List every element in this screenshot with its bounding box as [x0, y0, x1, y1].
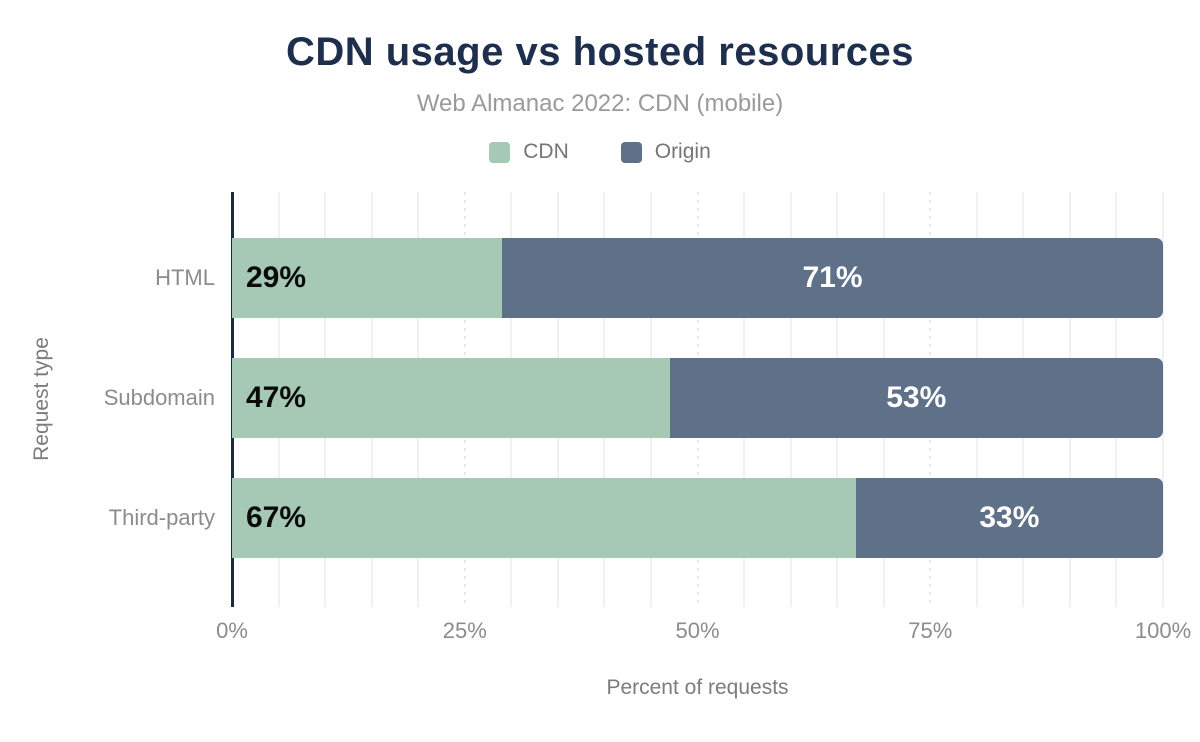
- bar-segment-cdn-html[interactable]: [232, 238, 502, 318]
- value-label: 71%: [802, 261, 863, 294]
- value-label: 47%: [246, 381, 307, 414]
- x-tick-100: 100%: [1134, 618, 1192, 643]
- value-label: 33%: [979, 501, 1040, 534]
- bar-segment-origin-html[interactable]: [501, 238, 1163, 318]
- x-tick-0: 0%: [216, 618, 248, 643]
- chart-subtitle: Web Almanac 2022: CDN (mobile): [416, 90, 784, 117]
- value-label: 53%: [886, 381, 947, 414]
- value-label: 67%: [246, 501, 307, 534]
- legend-item-origin[interactable]: Origin: [620, 140, 711, 164]
- y-axis-title: Request type: [30, 337, 53, 461]
- x-tick-75: 75%: [908, 618, 953, 643]
- category-label-html: HTML: [155, 265, 215, 290]
- bar-segment-origin-third-party[interactable]: [855, 478, 1163, 558]
- value-label: 29%: [246, 261, 307, 294]
- bar-segment-cdn-third-party[interactable]: [232, 478, 856, 558]
- category-label-third-party: Third-party: [108, 505, 215, 530]
- category-label-subdomain: Subdomain: [103, 385, 215, 410]
- legend-swatch-icon: [620, 141, 642, 163]
- legend: CDN Origin: [0, 140, 1200, 164]
- legend-label: Origin: [654, 140, 711, 163]
- plot-area: 29% 71% 47% 53% 67% 33%: [231, 192, 1164, 607]
- bar-segment-origin-subdomain[interactable]: [669, 358, 1163, 438]
- x-tick-25: 25%: [442, 618, 487, 643]
- bar-row-html: 29% 71%: [232, 238, 1163, 318]
- gridline-100: [1162, 192, 1164, 607]
- bar-segment-cdn-subdomain[interactable]: [232, 358, 670, 438]
- bar-row-subdomain: 47% 53%: [232, 358, 1163, 438]
- legend-swatch-icon: [489, 141, 511, 163]
- chart-title: CDN usage vs hosted resources: [285, 30, 915, 74]
- bar-row-third-party: 67% 33%: [232, 478, 1163, 558]
- x-axis-title: Percent of requests: [606, 676, 789, 699]
- legend-item-cdn[interactable]: CDN: [489, 140, 569, 164]
- legend-label: CDN: [523, 140, 569, 163]
- x-tick-50: 50%: [675, 618, 720, 643]
